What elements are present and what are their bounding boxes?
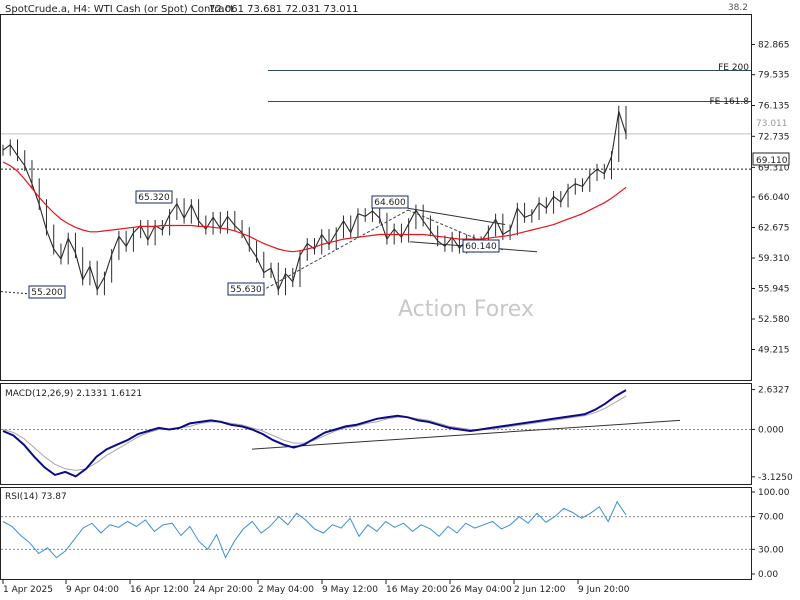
x-tick-label: 2 Jun 12:00 <box>514 585 566 595</box>
macd-line <box>2 389 627 478</box>
chart-header-ohlc: 72.061 73.681 72.031 73.011 <box>209 4 359 15</box>
rsi-y-tick-label: 0.00 <box>758 570 778 580</box>
annotation-64600: 64.600 <box>371 195 409 209</box>
x-tick-label: 9 Apr 04:00 <box>66 585 119 595</box>
x-tick-label: 9 Jun 20:00 <box>578 585 630 595</box>
macd-y-tick-label: 2.6327 <box>758 386 790 396</box>
svg-text:60.140: 60.140 <box>465 242 497 252</box>
x-tick-label: 16 Apr 12:00 <box>130 585 189 595</box>
price-y-tick-label: 55.945 <box>758 285 790 295</box>
macd-panel-frame <box>0 383 752 485</box>
macd-signal-line <box>2 395 627 471</box>
corner-value: 38.2 <box>728 3 748 13</box>
level-label-fe161: FE 161.8 <box>710 97 750 107</box>
x-tick-label: 16 May 20:00 <box>386 585 448 595</box>
price-y-tick-label: 62.675 <box>758 224 790 234</box>
retrace-line <box>261 209 409 292</box>
price-panel: 82.865 79.535 76.135 72.735 69.310 66.040 62.6… <box>0 41 790 356</box>
rsi-y-tick-label: 100.00 <box>758 488 790 498</box>
price-tag-level: 69.110 <box>756 156 788 166</box>
price-y-tick-label: 79.535 <box>758 71 790 81</box>
svg-text:55.200: 55.200 <box>31 288 63 298</box>
level-label-fe200: FE 200 <box>718 63 749 73</box>
rsi-panel-frame <box>0 487 752 580</box>
rsi-y-tick-label: 70.00 <box>758 513 784 523</box>
price-tag-current: 73.011 <box>756 119 788 129</box>
annotation-55200: 55.200 <box>28 285 66 299</box>
x-axis: 1 Apr 2025 9 Apr 04:00 16 Apr 12:00 24 Apr … <box>2 580 630 595</box>
price-y-tick-label: 59.310 <box>758 254 790 264</box>
macd-title: MACD(12,26,9) 2.1331 1.6121 <box>5 389 142 399</box>
chart-header-symbol: SpotCrude.a, H4: WTI Cash (or Spot) Cont… <box>5 4 234 15</box>
annotation-65320: 65.320 <box>135 190 173 204</box>
macd-trend-line <box>251 419 681 450</box>
price-y-tick-label: 49.215 <box>758 346 790 356</box>
annotation-55630: 55.630 <box>227 282 265 296</box>
x-tick-label: 24 Apr 20:00 <box>194 585 253 595</box>
x-tick-label: 26 May 04:00 <box>450 585 512 595</box>
price-series-line <box>2 111 627 292</box>
macd-y-tick-label: 0.000 <box>758 425 784 435</box>
price-y-tick-label: 82.865 <box>758 41 790 51</box>
annotation-60140: 60.140 <box>462 239 500 253</box>
svg-text:65.320: 65.320 <box>138 193 170 203</box>
moving-average-line <box>2 161 627 253</box>
price-y-tick-label: 76.135 <box>758 102 790 112</box>
x-tick-label: 1 Apr 2025 <box>3 585 53 595</box>
price-y-tick-label: 52.580 <box>758 315 790 325</box>
watermark: Action Forex <box>398 297 534 322</box>
rsi-title: RSI(14) 73.87 <box>5 492 67 502</box>
macd-panel: 2.6327 0.000 -3.1250 <box>1 386 793 483</box>
rsi-panel: 100.00 70.00 30.00 0.00 <box>1 488 790 580</box>
svg-text:55.630: 55.630 <box>230 285 262 295</box>
low-marker-line <box>0 291 31 295</box>
x-tick-label: 2 May 04:00 <box>258 585 314 595</box>
price-tag-level-box <box>752 152 790 166</box>
price-y-tick-label: 69.310 <box>758 163 790 173</box>
price-y-tick-label: 66.040 <box>758 193 790 203</box>
macd-y-tick-label: -3.1250 <box>758 473 793 483</box>
triangle-upper-line <box>407 207 506 226</box>
rsi-line <box>2 500 627 559</box>
price-y-tick-label: 72.735 <box>758 132 790 142</box>
rsi-y-tick-label: 30.00 <box>758 545 784 555</box>
svg-text:64.600: 64.600 <box>374 198 406 208</box>
x-tick-label: 9 May 12:00 <box>322 585 378 595</box>
